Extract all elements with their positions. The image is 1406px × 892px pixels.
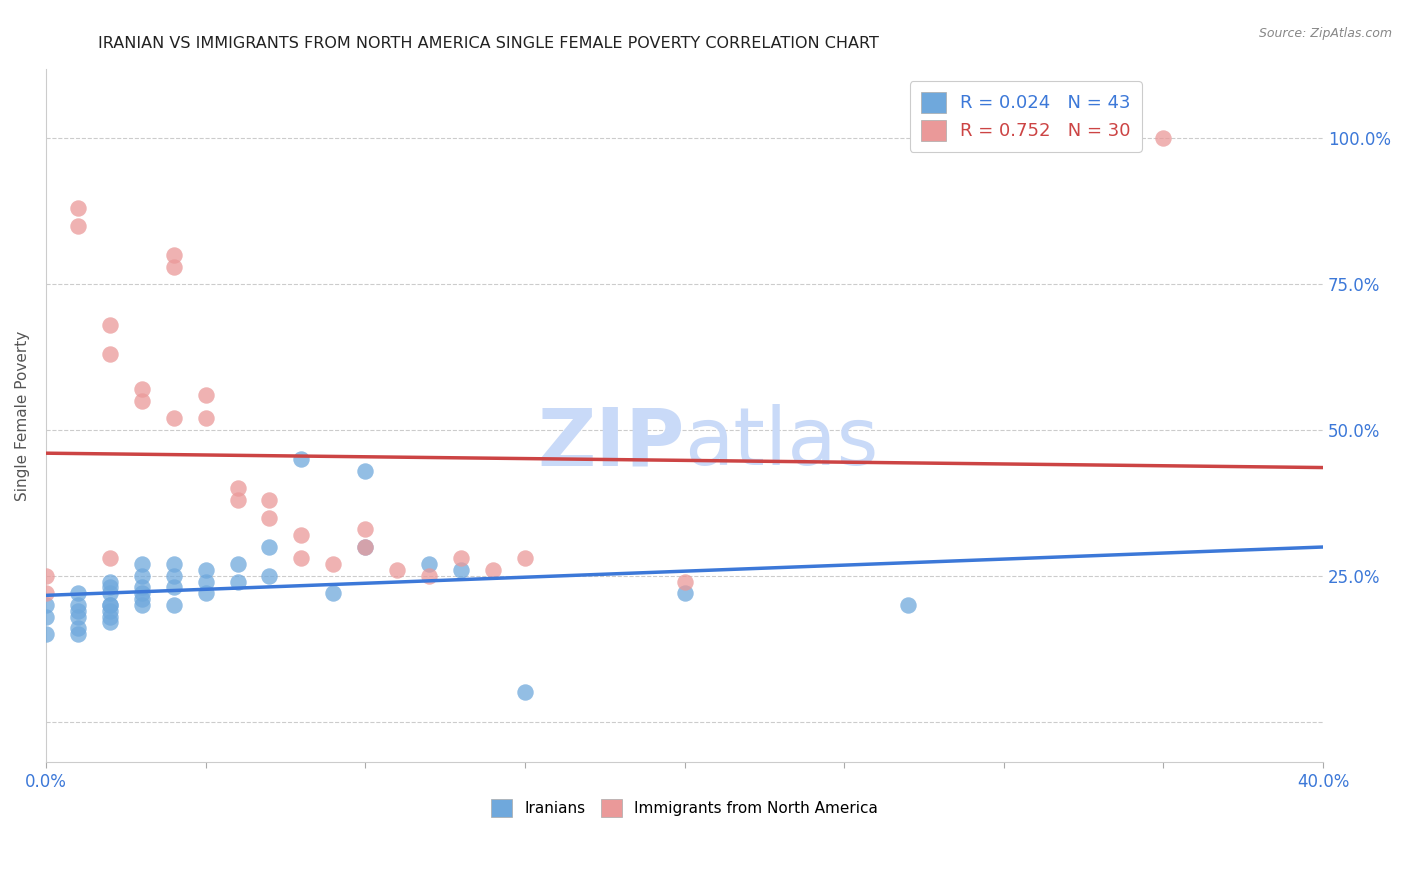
Y-axis label: Single Female Poverty: Single Female Poverty [15,330,30,500]
Point [98,598,121,612]
Point [163,260,186,274]
Text: atlas: atlas [685,404,879,483]
Point [1153,131,1175,145]
Point [322,557,344,571]
Point [66,586,89,600]
Point [450,563,472,577]
Point [163,569,186,583]
Point [98,609,121,624]
Point [131,586,153,600]
Point [354,540,377,554]
Point [259,510,281,524]
Point [98,347,121,361]
Legend: Iranians, Immigrants from North America: Iranians, Immigrants from North America [484,791,886,824]
Point [194,388,217,402]
Text: ZIP: ZIP [537,404,685,483]
Point [194,411,217,425]
Point [194,574,217,589]
Point [66,598,89,612]
Point [513,551,536,566]
Point [673,574,696,589]
Text: IRANIAN VS IMMIGRANTS FROM NORTH AMERICA SINGLE FEMALE POVERTY CORRELATION CHART: IRANIAN VS IMMIGRANTS FROM NORTH AMERICA… [98,36,879,51]
Point [418,569,440,583]
Point [290,551,312,566]
Point [163,411,186,425]
Point [98,574,121,589]
Point [35,598,58,612]
Point [66,621,89,635]
Point [290,528,312,542]
Point [131,581,153,595]
Point [98,598,121,612]
Point [385,563,408,577]
Point [354,540,377,554]
Text: Source: ZipAtlas.com: Source: ZipAtlas.com [1258,27,1392,40]
Point [66,202,89,216]
Point [98,318,121,332]
Point [66,219,89,233]
Point [131,598,153,612]
Point [418,557,440,571]
Point [66,627,89,641]
Point [98,604,121,618]
Point [290,452,312,467]
Point [226,574,249,589]
Point [163,248,186,262]
Point [66,609,89,624]
Point [131,592,153,607]
Point [259,540,281,554]
Point [66,604,89,618]
Point [163,598,186,612]
Point [35,627,58,641]
Point [98,581,121,595]
Point [194,563,217,577]
Point [354,522,377,536]
Point [259,493,281,508]
Point [163,581,186,595]
Point [897,598,920,612]
Point [194,586,217,600]
Point [35,569,58,583]
Point [226,557,249,571]
Point [513,685,536,699]
Point [226,493,249,508]
Point [98,586,121,600]
Point [673,586,696,600]
Point [322,586,344,600]
Point [259,569,281,583]
Point [35,586,58,600]
Point [131,393,153,408]
Point [226,481,249,495]
Point [98,615,121,630]
Point [131,557,153,571]
Point [354,464,377,478]
Point [98,551,121,566]
Point [131,569,153,583]
Point [35,609,58,624]
Point [131,382,153,396]
Point [450,551,472,566]
Point [482,563,505,577]
Point [163,557,186,571]
